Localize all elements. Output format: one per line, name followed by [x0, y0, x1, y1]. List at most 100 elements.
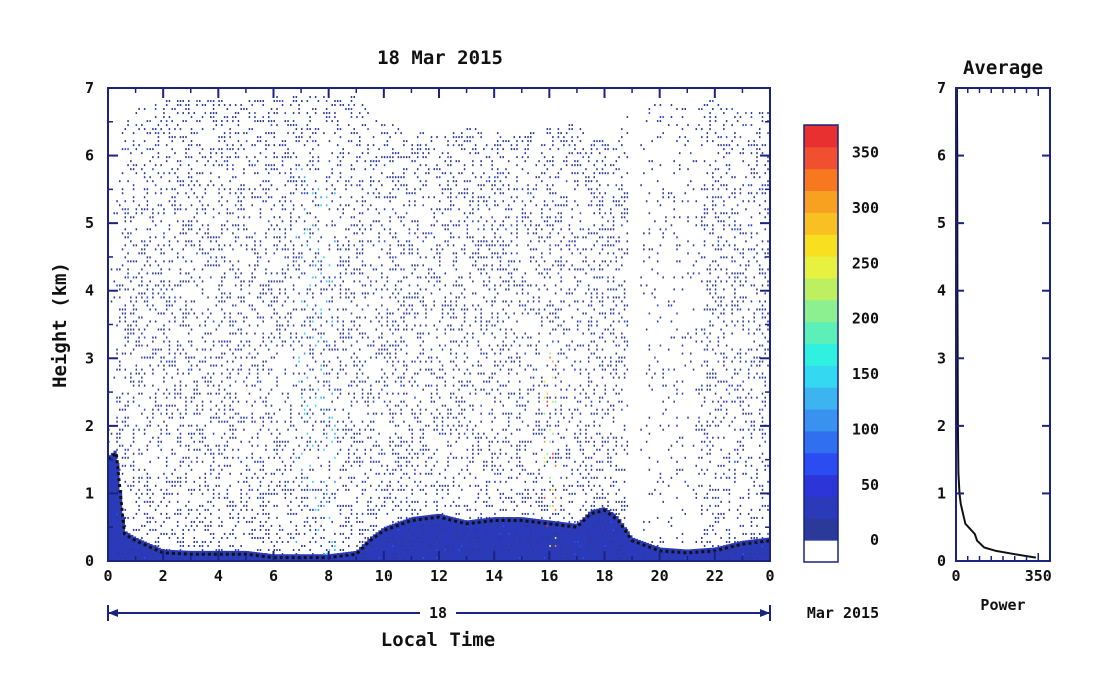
heatmap-cell: [276, 328, 278, 331]
heatmap-cell: [251, 128, 253, 131]
heatmap-cell: [157, 424, 160, 427]
heatmap-cell: [301, 508, 303, 511]
heatmap-cell: [157, 272, 160, 275]
heatmap-cell: [306, 212, 309, 215]
heatmap-cell: [510, 196, 513, 199]
heatmap-cell: [524, 332, 527, 335]
heatmap-cell: [408, 312, 411, 315]
heatmap-cell: [237, 548, 240, 551]
heatmap-cell: [367, 476, 369, 479]
heatmap-cell: [193, 280, 196, 283]
heatmap-cell: [267, 220, 270, 223]
heatmap-cell: [353, 364, 356, 367]
heatmap-cell: [154, 272, 157, 275]
heatmap-cell: [130, 352, 132, 355]
heatmap-cell: [477, 432, 480, 435]
heatmap-cell: [439, 276, 441, 279]
heatmap-cell: [513, 392, 515, 395]
heatmap-cell: [254, 472, 256, 475]
heatmap-cell: [221, 280, 223, 283]
heatmap-cell: [130, 324, 132, 327]
heatmap-cell: [201, 432, 204, 435]
heatmap-cell: [146, 284, 149, 287]
heatmap-cell: [267, 416, 270, 419]
heatmap-cell: [505, 288, 507, 291]
heatmap-cell: [226, 496, 229, 499]
heatmap-cell: [320, 332, 322, 335]
heatmap-cell: [265, 396, 267, 399]
heatmap-cell: [439, 288, 441, 291]
heatmap-cell: [414, 516, 416, 519]
heatmap-cell: [472, 432, 474, 435]
heatmap-cell: [210, 556, 212, 559]
heatmap-cell: [405, 484, 408, 487]
heatmap-cell: [204, 188, 207, 191]
heatmap-cell: [350, 112, 353, 115]
heatmap-cell: [284, 400, 287, 403]
heatmap-cell: [229, 500, 231, 503]
heatmap-cell: [168, 392, 171, 395]
heatmap-cell: [116, 420, 118, 423]
heatmap-cell: [386, 288, 389, 291]
heatmap-cell: [439, 396, 441, 399]
heatmap-cell: [210, 100, 212, 103]
heatmap-cell: [287, 392, 289, 395]
heatmap-cell: [262, 316, 264, 319]
heatmap-cell: [295, 100, 298, 103]
heatmap-cell: [485, 264, 488, 267]
heatmap-cell: [276, 280, 278, 283]
heatmap-cell: [135, 124, 138, 127]
heatmap-cell: [419, 288, 422, 291]
heatmap-cell: [411, 220, 413, 223]
heatmap-cell: [149, 120, 151, 123]
heatmap-cell: [411, 304, 413, 307]
heatmap-cell: [301, 392, 303, 395]
heatmap-cell: [138, 476, 140, 479]
heatmap-cell: [361, 124, 364, 127]
heatmap-cell: [323, 420, 325, 423]
heatmap-cell: [176, 440, 179, 443]
heatmap-cell: [400, 408, 402, 411]
heatmap-cell: [342, 548, 344, 551]
heatmap-cell: [201, 348, 204, 351]
heatmap-cell: [146, 188, 149, 191]
heatmap-cell: [510, 276, 513, 279]
heatmap-cell: [361, 540, 364, 543]
heatmap-cell: [204, 528, 207, 531]
heatmap-cell: [132, 552, 135, 555]
heatmap-cell: [436, 492, 438, 495]
heatmap-cell: [325, 176, 328, 179]
heatmap-cell: [422, 132, 424, 135]
heatmap-cell: [469, 272, 471, 275]
heatmap-cell: [411, 376, 413, 379]
heatmap-cell: [494, 452, 496, 455]
heatmap-cell: [405, 328, 408, 331]
heatmap-cell: [210, 408, 212, 411]
heatmap-cell: [361, 556, 364, 559]
heatmap-cell: [361, 204, 364, 207]
heatmap-cell: [141, 208, 143, 211]
heatmap-cell: [389, 156, 391, 159]
heatmap-cell: [345, 308, 347, 311]
heatmap-cell: [452, 424, 455, 427]
heatmap-cell: [276, 440, 278, 443]
heatmap-cell: [292, 132, 295, 135]
heatmap-cell: [309, 284, 311, 287]
heatmap-cell: [298, 504, 300, 507]
heatmap-cell: [254, 196, 256, 199]
heatmap-cell: [350, 140, 353, 143]
heatmap-cell: [135, 212, 138, 215]
heatmap-cell: [461, 284, 463, 287]
heatmap-cell: [447, 152, 449, 155]
heatmap-cell: [218, 176, 220, 179]
heatmap-cell: [488, 156, 491, 159]
heatmap-cell: [270, 432, 273, 435]
heatmap-cell: [472, 264, 474, 267]
heatmap-cell: [436, 168, 438, 171]
heatmap-cell: [345, 520, 347, 523]
heatmap-cell: [342, 348, 344, 351]
heatmap-cell: [121, 517, 125, 561]
heatmap-cell: [505, 440, 507, 443]
heatmap-cell: [204, 360, 207, 363]
heatmap-cell: [262, 368, 264, 371]
